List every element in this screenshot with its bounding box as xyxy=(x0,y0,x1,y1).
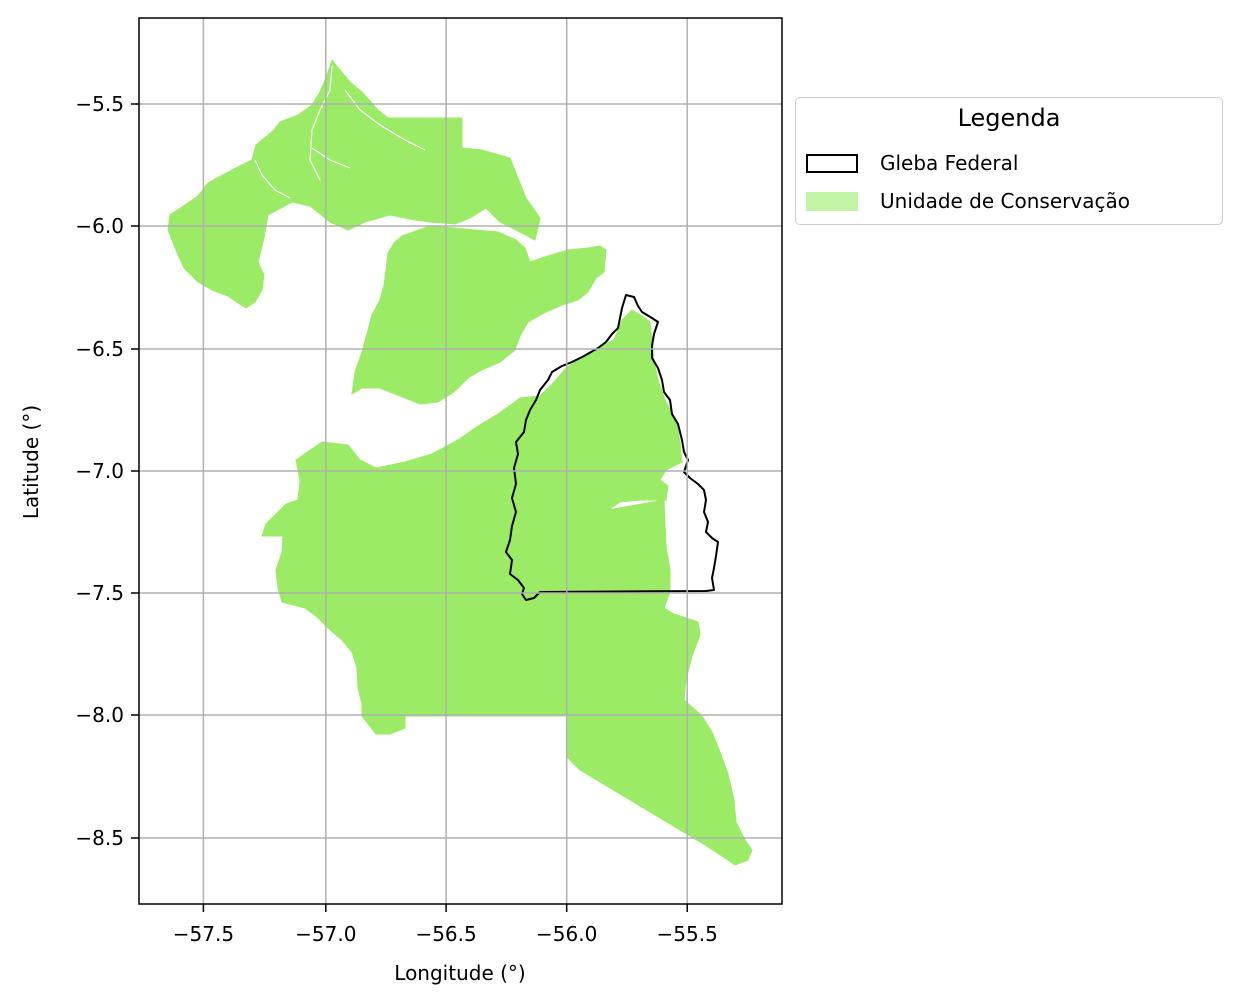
legend-swatch-outline xyxy=(806,153,858,173)
gleba-federal-outline xyxy=(505,294,719,601)
x-tick-label: −56.5 xyxy=(415,922,476,946)
legend-item-gleba-federal: Gleba Federal xyxy=(806,150,1018,176)
y-tick-label: −8.5 xyxy=(75,826,124,850)
legend-label: Gleba Federal xyxy=(880,151,1019,175)
y-tick-label: −7.0 xyxy=(75,459,124,483)
legend-title: Legenda xyxy=(957,104,1061,132)
x-tick-labels: −57.5 −57.0 −56.5 −56.0 −55.5 xyxy=(173,922,718,946)
river-line xyxy=(309,65,333,181)
axes-frame xyxy=(138,17,783,905)
y-axis-title: Latitude (°) xyxy=(19,405,43,519)
legend: Legenda Gleba Federal Unidade de Conserv… xyxy=(795,97,1223,225)
y-tick-label: −6.5 xyxy=(75,337,124,361)
legend-item-unidade-de-conservacao: Unidade de Conservação xyxy=(806,188,1130,214)
y-tick-label: −8.0 xyxy=(75,703,124,727)
y-tick-labels: −5.5 −6.0 −6.5 −7.0 −7.5 −8.0 −8.5 xyxy=(75,92,124,850)
y-tick-label: −7.5 xyxy=(75,581,124,605)
x-tick-label: −56.0 xyxy=(536,922,597,946)
river-line xyxy=(311,147,351,169)
x-axis-title: Longitude (°) xyxy=(394,961,525,985)
x-tick-label: −57.0 xyxy=(295,922,356,946)
y-tick-label: −5.5 xyxy=(75,92,124,116)
x-ticks xyxy=(202,904,688,912)
x-tick-label: −55.5 xyxy=(657,922,718,946)
y-tick-label: −6.0 xyxy=(75,214,124,238)
y-ticks xyxy=(131,103,139,839)
legend-label: Unidade de Conservação xyxy=(880,189,1130,213)
x-tick-label: −57.5 xyxy=(173,922,234,946)
conservation-unit-central-north xyxy=(351,225,607,405)
conservation-units-layer xyxy=(167,59,753,866)
conservation-unit-northwest xyxy=(167,59,541,309)
grid xyxy=(139,18,782,904)
river-line xyxy=(254,159,291,199)
legend-swatch-fill xyxy=(806,191,858,211)
